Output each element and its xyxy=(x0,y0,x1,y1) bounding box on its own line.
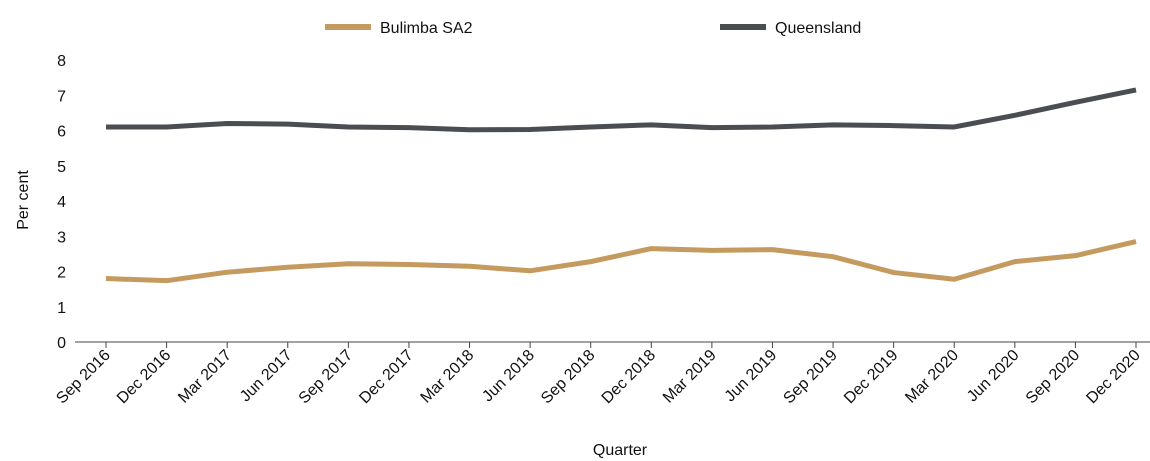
x-tick-label: Jun 2019 xyxy=(722,347,781,406)
x-tick-label: Jun 2018 xyxy=(479,347,538,406)
y-tick-label: 8 xyxy=(57,53,66,70)
x-tick-label: Dec 2017 xyxy=(356,347,417,408)
y-tick-label: 4 xyxy=(57,194,66,211)
x-tick-label: Mar 2018 xyxy=(418,347,478,407)
legend-label: Queensland xyxy=(775,20,861,37)
x-tick-label: Dec 2020 xyxy=(1083,347,1144,408)
y-tick-label: 1 xyxy=(57,300,66,317)
series-line xyxy=(105,239,1137,284)
y-tick-label: 3 xyxy=(57,229,66,246)
x-axis-title: Quarter xyxy=(593,442,648,459)
x-tick-label: Dec 2016 xyxy=(114,347,175,408)
x-tick-label: Dec 2019 xyxy=(841,347,902,408)
y-axis-title: Per cent xyxy=(15,170,32,230)
x-tick-label: Sep 2020 xyxy=(1023,347,1084,408)
y-tick-label: 0 xyxy=(57,335,66,352)
x-tick-label: Jun 2020 xyxy=(964,347,1023,406)
y-tick-label: 7 xyxy=(57,88,66,105)
x-tick-label: Dec 2018 xyxy=(599,347,660,408)
y-tick-label: 2 xyxy=(57,265,66,282)
x-tick-label: Sep 2018 xyxy=(538,347,599,408)
x-tick-label: Sep 2017 xyxy=(296,347,357,408)
legend-label: Bulimba SA2 xyxy=(380,20,473,37)
x-tick-label: Mar 2017 xyxy=(175,347,235,407)
x-tick-label: Mar 2019 xyxy=(660,347,720,407)
x-tick-label: Mar 2020 xyxy=(902,347,962,407)
x-tick-label: Jun 2017 xyxy=(237,347,296,406)
y-tick-label: 6 xyxy=(57,124,66,141)
y-tick-label: 5 xyxy=(57,159,66,176)
series-line xyxy=(106,87,1137,133)
x-tick-label: Sep 2016 xyxy=(53,347,114,408)
x-tick-label: Sep 2019 xyxy=(780,347,841,408)
